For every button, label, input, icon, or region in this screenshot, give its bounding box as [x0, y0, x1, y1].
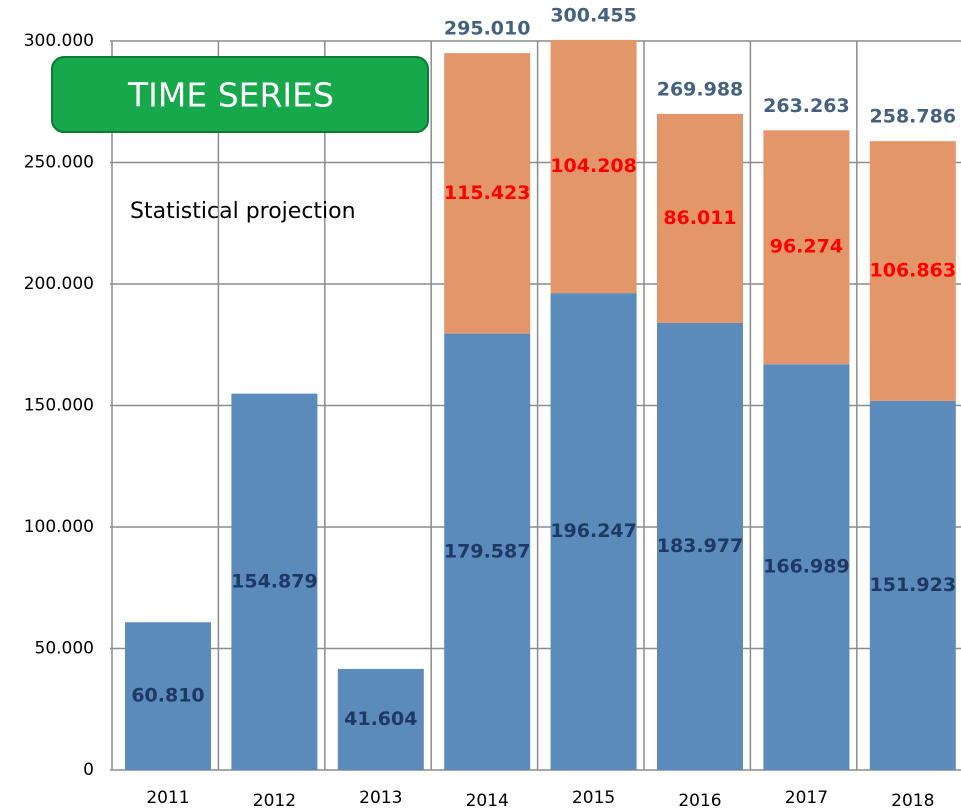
data-label: 154.879 [231, 570, 318, 592]
x-tick-label: 2015 [572, 788, 615, 808]
y-tick-label: 0 [83, 760, 94, 780]
total-label: 263.263 [763, 95, 850, 117]
data-label: 41.604 [344, 708, 417, 730]
bar-segment [231, 393, 318, 770]
total-label: 269.988 [657, 78, 744, 100]
data-label: 151.923 [870, 574, 957, 596]
data-label: 60.810 [131, 685, 204, 707]
labels: 0 50.000 100.000 150.000 200.000 250.000 300.0… [24, 4, 956, 811]
data-label: 96.274 [770, 236, 843, 258]
x-tick-label: 2016 [678, 791, 721, 811]
bar-segment [763, 364, 850, 770]
data-label: 115.423 [444, 182, 531, 204]
data-label: 86.011 [663, 207, 736, 229]
total-label: 300.455 [550, 4, 637, 26]
bar-segment [869, 141, 956, 401]
grid [110, 40, 961, 771]
bar-segment [444, 333, 531, 770]
bar-segment [657, 322, 743, 770]
x-tick-label: 2012 [253, 791, 296, 811]
x-tick-label: 2013 [359, 788, 402, 808]
x-tick-label: 2018 [891, 791, 934, 811]
note: Statistical projection [130, 199, 356, 224]
bar-segment [657, 113, 743, 323]
y-tick-label: 50.000 [35, 639, 94, 659]
title-box-text: TIME SERIES [127, 76, 334, 115]
bar-segment [550, 39, 637, 294]
x-tick-label: 2011 [146, 788, 189, 808]
y-tick-label: 150.000 [24, 396, 94, 416]
overlay: TIME SERIES Statistical projection [51, 56, 429, 224]
y-tick-label: 250.000 [24, 153, 94, 173]
data-label: 196.247 [550, 520, 637, 542]
bars [125, 39, 956, 770]
total-label: 295.010 [444, 18, 531, 40]
y-tick-label: 100.000 [24, 517, 94, 537]
x-tick-label: 2017 [785, 788, 828, 808]
data-label: 183.977 [657, 535, 744, 557]
bar-segment [337, 668, 424, 770]
title-box [51, 56, 429, 133]
bar-segment [125, 622, 211, 770]
data-label: 179.587 [444, 540, 531, 562]
bar-segment [869, 400, 956, 770]
data-label: 166.989 [763, 556, 850, 578]
y-tick-label: 300.000 [24, 31, 94, 51]
data-label: 104.208 [550, 155, 637, 177]
bar-segment [550, 293, 637, 770]
y-tick-label: 200.000 [24, 274, 94, 294]
data-label: 106.863 [870, 259, 957, 281]
total-label: 258.786 [870, 106, 957, 128]
bar-segment [444, 53, 531, 334]
x-tick-label: 2014 [466, 791, 509, 811]
bar-segment [763, 130, 850, 365]
